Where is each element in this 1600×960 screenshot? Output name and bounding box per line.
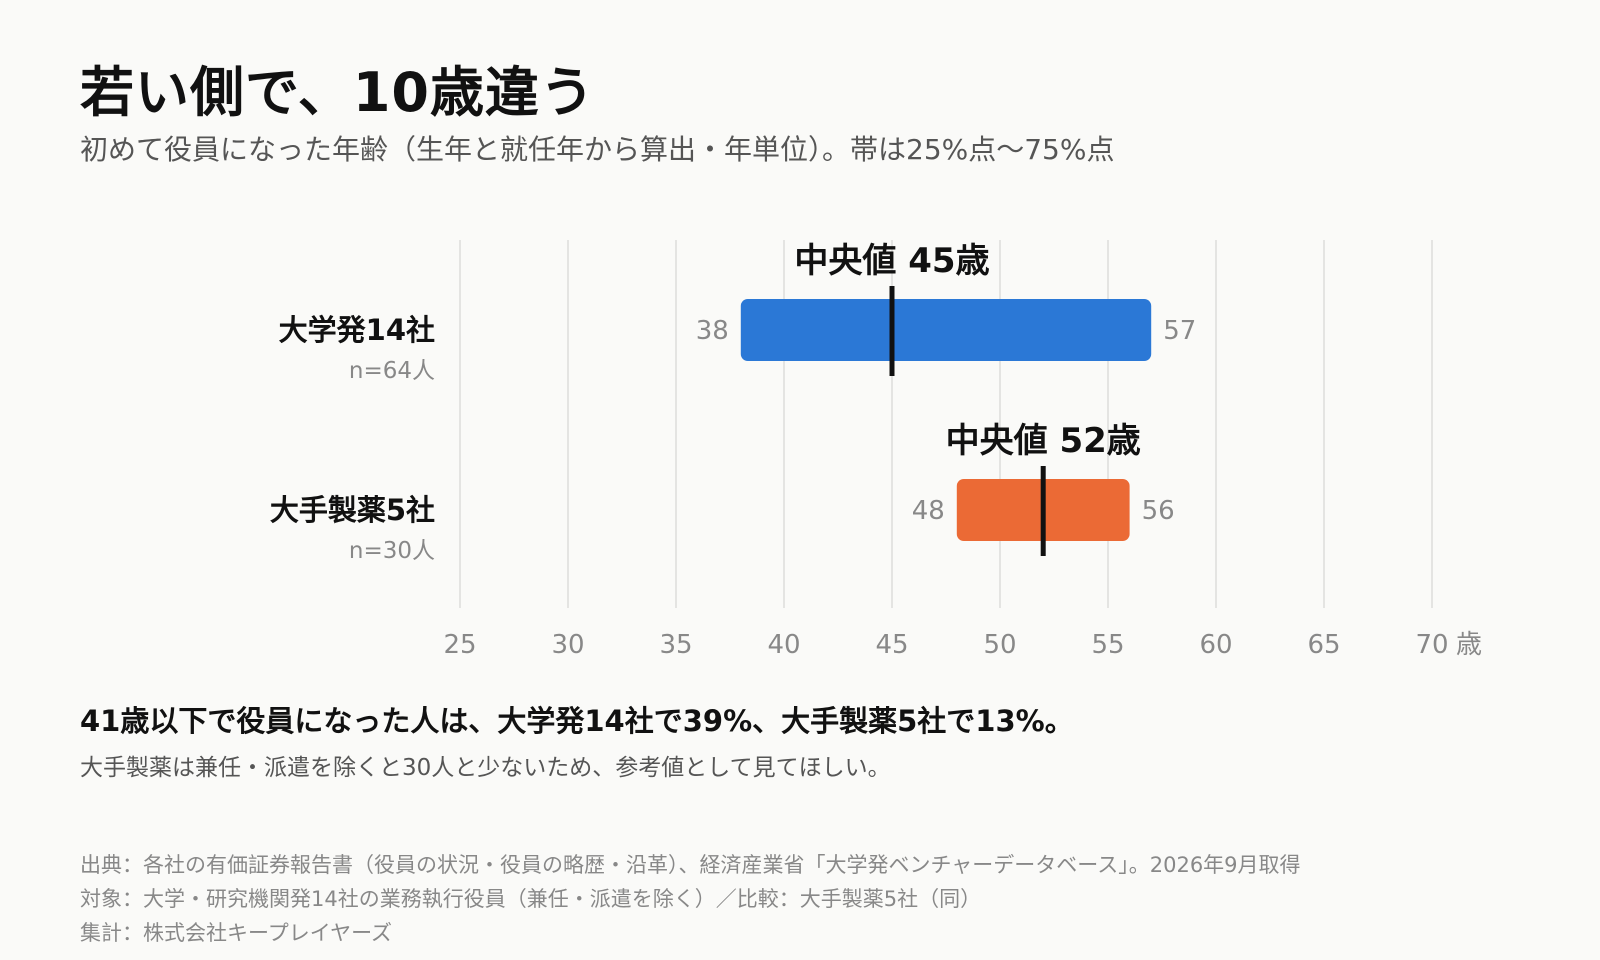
q3-label: 56 (1142, 496, 1175, 526)
x-tick-label: 50 (983, 630, 1016, 660)
x-axis-ticks: 25 30 35 40 45 50 55 60 65 70 歳 (443, 630, 1482, 660)
sample-size-label: n=30人 (349, 538, 435, 564)
sample-size-label: n=64人 (349, 358, 435, 384)
x-tick-label: 70 (1415, 630, 1448, 660)
footer-aggregation: 集計：株式会社キープレイヤーズ (80, 921, 393, 945)
q3-label: 57 (1163, 316, 1196, 346)
row-1: 大学発14社 n=64人 38 57 中央値 45歳 (279, 241, 1197, 384)
iqr-bar (740, 299, 1152, 361)
caveat-note: 大手製薬は兼任・派遣を除くと30人と少ないため、参考値として見てほしい。 (80, 755, 891, 781)
x-tick-label: 65 (1307, 630, 1340, 660)
category-label: 大手製薬5社 (270, 493, 435, 527)
row-2: 大手製薬5社 n=30人 48 56 中央値 52歳 (270, 421, 1175, 564)
x-tick-label: 55 (1091, 630, 1124, 660)
footer-source: 出典：各社の有価証券報告書（役員の状況・役員の略歴・沿革）、経済産業省「大学発ベ… (80, 853, 1301, 877)
x-tick-label: 45 (875, 630, 908, 660)
x-tick-label: 40 (767, 630, 800, 660)
range-chart: 25 30 35 40 45 50 55 60 65 70 歳 大学発14社 n=64人 38 57 中央値… (270, 240, 1482, 660)
median-label: 中央値 45歳 (794, 241, 989, 281)
chart-title: 若い側で、10歳違う (80, 61, 595, 124)
category-label: 大学発14社 (279, 313, 435, 347)
x-tick-label: 35 (659, 630, 692, 660)
x-tick-label: 30 (551, 630, 584, 660)
median-label: 中央値 52歳 (946, 421, 1141, 461)
footer-target: 対象：大学・研究機関発14社の業務執行役員（兼任・派遣を除く）／比較：大手製薬5… (80, 887, 982, 911)
source-footer: 出典：各社の有価証券報告書（役員の状況・役員の略歴・沿革）、経済産業省「大学発ベ… (80, 848, 1301, 950)
x-tick-label: 60 (1199, 630, 1232, 660)
chart-subtitle: 初めて役員になった年齢（生年と就任年から算出・年単位）。帯は25%点〜75%点 (80, 133, 1115, 166)
q1-label: 48 (912, 496, 945, 526)
key-finding: 41歳以下で役員になった人は、大学発14社で39%、大手製薬5社で13%。 (80, 704, 1074, 738)
q1-label: 38 (696, 316, 729, 346)
x-tick-label: 25 (443, 630, 476, 660)
x-axis-unit: 歳 (1456, 630, 1482, 660)
